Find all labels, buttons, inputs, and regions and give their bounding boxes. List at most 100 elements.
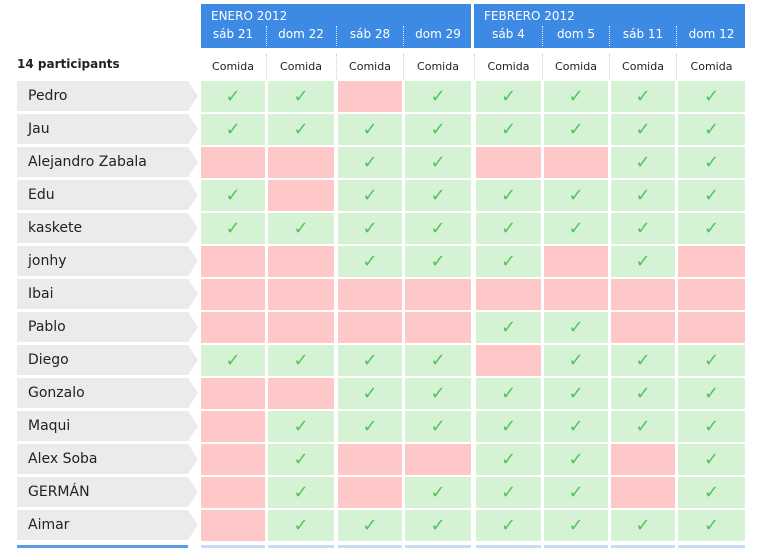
vote-yes-cell: ✓ bbox=[476, 312, 541, 343]
vote-no-cell bbox=[268, 180, 334, 211]
vote-yes-cell: ✓ bbox=[678, 213, 745, 244]
vote-no-cell bbox=[268, 147, 334, 178]
new-participant-cell[interactable] bbox=[611, 545, 675, 548]
participant-name[interactable]: Diego bbox=[17, 345, 188, 375]
vote-yes-cell: ✓ bbox=[611, 510, 675, 541]
check-icon: ✓ bbox=[500, 86, 517, 107]
vote-yes-cell: ✓ bbox=[544, 345, 608, 376]
vote-no-cell bbox=[405, 279, 471, 310]
new-participant-row[interactable] bbox=[17, 545, 188, 548]
vote-yes-cell: ✓ bbox=[268, 81, 334, 112]
participant-name[interactable]: Alex Soba bbox=[17, 444, 188, 474]
vote-yes-cell: ✓ bbox=[544, 411, 608, 442]
vote-yes-cell: ✓ bbox=[405, 180, 471, 211]
check-icon: ✓ bbox=[500, 251, 517, 272]
check-icon: ✓ bbox=[293, 86, 309, 107]
vote-no-cell bbox=[201, 279, 265, 310]
meal-option-header: Comida bbox=[678, 54, 745, 80]
check-icon: ✓ bbox=[703, 449, 720, 470]
day-separator bbox=[266, 26, 267, 46]
vote-yes-cell: ✓ bbox=[678, 114, 745, 145]
vote-yes-cell: ✓ bbox=[338, 213, 402, 244]
check-icon: ✓ bbox=[500, 317, 517, 338]
check-icon: ✓ bbox=[635, 152, 651, 173]
vote-no-cell bbox=[338, 81, 402, 112]
check-icon: ✓ bbox=[362, 185, 378, 206]
new-participant-cell[interactable] bbox=[476, 545, 541, 548]
vote-no-cell bbox=[476, 345, 541, 376]
day-separator bbox=[336, 26, 337, 46]
vote-yes-cell: ✓ bbox=[611, 213, 675, 244]
check-icon: ✓ bbox=[362, 251, 378, 272]
vote-yes-cell: ✓ bbox=[476, 378, 541, 409]
check-icon: ✓ bbox=[635, 119, 651, 140]
new-participant-cell[interactable] bbox=[544, 545, 608, 548]
new-participant-cell[interactable] bbox=[405, 545, 471, 548]
check-icon: ✓ bbox=[635, 185, 651, 206]
participant-name[interactable]: Aimar bbox=[17, 510, 188, 540]
check-icon: ✓ bbox=[568, 416, 584, 437]
vote-yes-cell: ✓ bbox=[544, 510, 608, 541]
check-icon: ✓ bbox=[703, 119, 720, 140]
vote-yes-cell: ✓ bbox=[338, 114, 402, 145]
vote-yes-cell: ✓ bbox=[611, 147, 675, 178]
vote-yes-cell: ✓ bbox=[405, 411, 471, 442]
vote-no-cell bbox=[201, 510, 265, 541]
check-icon: ✓ bbox=[500, 449, 517, 470]
check-icon: ✓ bbox=[430, 185, 446, 206]
check-icon: ✓ bbox=[430, 119, 446, 140]
vote-yes-cell: ✓ bbox=[476, 411, 541, 442]
participant-name[interactable]: Pablo bbox=[17, 312, 188, 342]
vote-yes-cell: ✓ bbox=[476, 114, 541, 145]
vote-yes-cell: ✓ bbox=[201, 345, 265, 376]
check-icon: ✓ bbox=[293, 449, 309, 470]
vote-yes-cell: ✓ bbox=[338, 345, 402, 376]
participant-name[interactable]: Edu bbox=[17, 180, 188, 210]
check-icon: ✓ bbox=[568, 449, 584, 470]
vote-yes-cell: ✓ bbox=[678, 147, 745, 178]
participant-name[interactable]: Jau bbox=[17, 114, 188, 144]
vote-no-cell bbox=[678, 246, 745, 277]
meal-separator bbox=[609, 54, 610, 80]
participant-name[interactable]: kaskete bbox=[17, 213, 188, 243]
new-participant-cell[interactable] bbox=[678, 545, 745, 548]
vote-no-cell bbox=[544, 147, 608, 178]
vote-yes-cell: ✓ bbox=[338, 378, 402, 409]
vote-yes-cell: ✓ bbox=[268, 213, 334, 244]
month-label: ENERO 2012 bbox=[211, 9, 288, 23]
vote-yes-cell: ✓ bbox=[405, 246, 471, 277]
check-icon: ✓ bbox=[293, 119, 309, 140]
new-participant-cell[interactable] bbox=[201, 545, 265, 548]
participant-name[interactable]: Pedro bbox=[17, 81, 188, 111]
participant-name[interactable]: Maqui bbox=[17, 411, 188, 441]
participant-name[interactable]: GERMÁN bbox=[17, 477, 188, 507]
meal-separator bbox=[542, 54, 543, 80]
vote-yes-cell: ✓ bbox=[611, 345, 675, 376]
vote-no-cell bbox=[678, 279, 745, 310]
participant-arrow bbox=[188, 81, 198, 111]
check-icon: ✓ bbox=[635, 350, 651, 371]
day-separator bbox=[403, 26, 404, 46]
check-icon: ✓ bbox=[703, 218, 720, 239]
vote-yes-cell: ✓ bbox=[678, 345, 745, 376]
participant-name[interactable]: Alejandro Zabala bbox=[17, 147, 188, 177]
meal-option-header: Comida bbox=[405, 54, 471, 80]
meal-separator bbox=[266, 54, 267, 80]
check-icon: ✓ bbox=[362, 119, 378, 140]
participant-name[interactable]: Ibai bbox=[17, 279, 188, 309]
vote-yes-cell: ✓ bbox=[678, 444, 745, 475]
check-icon: ✓ bbox=[500, 515, 517, 536]
vote-yes-cell: ✓ bbox=[405, 213, 471, 244]
check-icon: ✓ bbox=[430, 482, 446, 503]
day-header: sáb 11 bbox=[622, 27, 664, 41]
new-participant-cell[interactable] bbox=[338, 545, 402, 548]
meal-separator bbox=[336, 54, 337, 80]
participant-name[interactable]: Gonzalo bbox=[17, 378, 188, 408]
check-icon: ✓ bbox=[225, 218, 241, 239]
check-icon: ✓ bbox=[635, 86, 651, 107]
vote-yes-cell: ✓ bbox=[476, 477, 541, 508]
check-icon: ✓ bbox=[362, 350, 378, 371]
participant-name[interactable]: jonhy bbox=[17, 246, 188, 276]
new-participant-cell[interactable] bbox=[268, 545, 334, 548]
meal-option-header: Comida bbox=[476, 54, 541, 80]
